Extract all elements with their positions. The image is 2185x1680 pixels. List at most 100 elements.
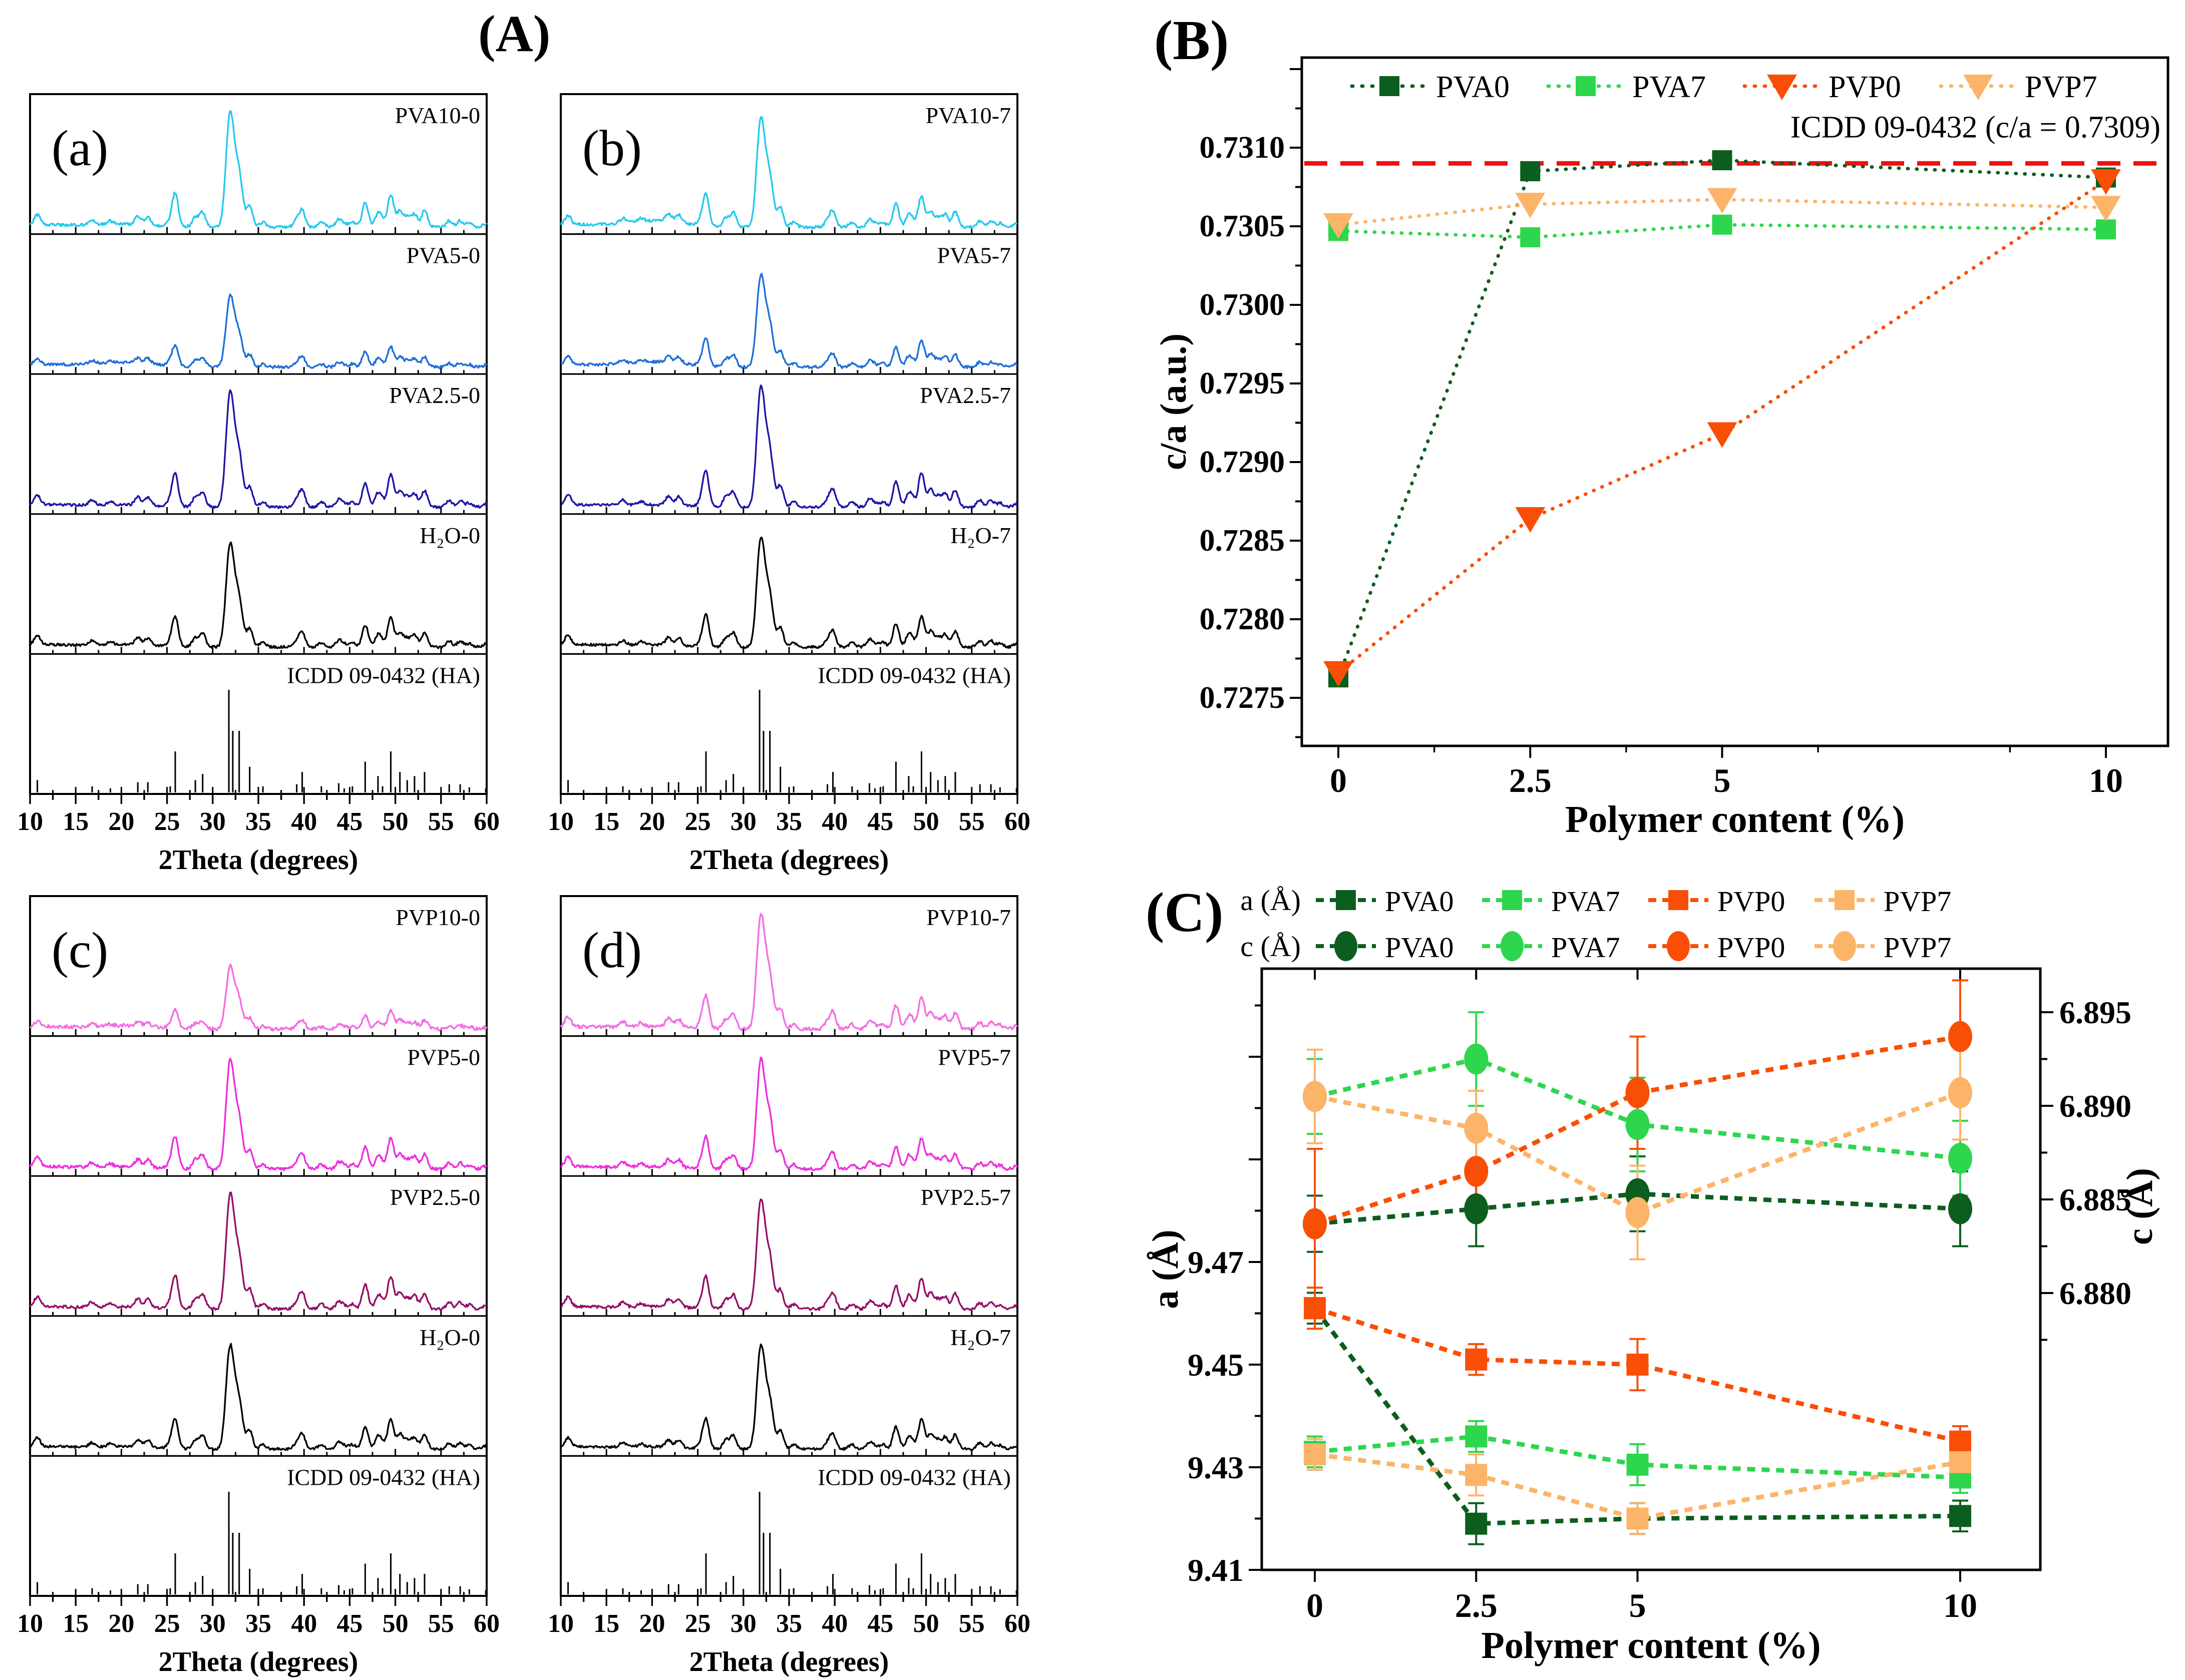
y-right-axis-title: c (Å) bbox=[2119, 1168, 2160, 1245]
data-marker bbox=[1520, 227, 1541, 247]
trace-label: PVA5-0 bbox=[407, 243, 480, 268]
y-left-tick-label: 9.43 bbox=[1188, 1450, 1244, 1485]
panel-c-chart: (C) 9.41 9.43 9.45 9.47 6.880 6.885 6.890 6.895 0… bbox=[1145, 882, 2160, 1666]
data-marker bbox=[1515, 507, 1546, 533]
x-tick-label: 15 bbox=[63, 1609, 89, 1638]
y-tick-label: 0.7290 bbox=[1200, 445, 1285, 479]
legend-marker bbox=[1767, 75, 1797, 100]
x-tick-label: 0 bbox=[1306, 1586, 1323, 1624]
legend-prefix: c (Å) bbox=[1240, 930, 1301, 963]
x-tick-label: 25 bbox=[685, 1609, 711, 1638]
legend-marker bbox=[1379, 76, 1399, 96]
reference-annotation: ICDD 09-0432 (c/a = 0.7309) bbox=[1790, 110, 2160, 144]
xrd-trace bbox=[560, 273, 1018, 369]
series-line bbox=[1336, 198, 2108, 227]
trace-label: PVP5-7 bbox=[938, 1045, 1011, 1070]
legend-label: PVA0 bbox=[1436, 70, 1510, 104]
icdd-label: ICDD 09-0432 (HA) bbox=[287, 662, 480, 688]
data-marker bbox=[1303, 1081, 1327, 1112]
xrd-trace bbox=[560, 1198, 1018, 1311]
series-line bbox=[1314, 1056, 1961, 1161]
xrd-subpanel-c: PVP10-0 PVP5-0 PVP2.5-0 H₂O-0 ICDD 09-0432 (… bbox=[17, 895, 500, 1677]
x-tick-label: 20 bbox=[108, 807, 134, 836]
x-tick-label: 45 bbox=[336, 1609, 362, 1638]
x-tick-label: 5 bbox=[1629, 1586, 1646, 1624]
data-marker bbox=[1625, 1197, 1650, 1228]
icdd-label: ICDD 09-0432 (HA) bbox=[818, 662, 1011, 688]
data-marker bbox=[2091, 196, 2121, 222]
axis-box bbox=[29, 895, 488, 1597]
legend-marker bbox=[1502, 890, 1522, 910]
trace-label: H₂O-7 bbox=[950, 523, 1011, 548]
data-marker bbox=[1712, 214, 1732, 235]
subpanel-letter: (d) bbox=[582, 922, 642, 979]
trace-label: PVP2.5-0 bbox=[390, 1184, 480, 1210]
x-tick-label: 55 bbox=[428, 807, 454, 836]
data-marker bbox=[1323, 661, 1353, 687]
y-left-tick-label: 9.41 bbox=[1188, 1552, 1244, 1588]
xrd-subpanel-b: PVA10-7 PVA5-7 PVA2.5-7 H₂O-7 ICDD 09-0432 (… bbox=[548, 93, 1030, 876]
trace-label: PVA2.5-0 bbox=[389, 382, 480, 408]
xrd-trace bbox=[560, 1343, 1018, 1451]
data-marker bbox=[1626, 1354, 1649, 1376]
data-marker bbox=[1515, 193, 1546, 219]
panel-c-label: (C) bbox=[1146, 882, 1223, 944]
x-tick-label: 40 bbox=[291, 1609, 317, 1638]
icdd-label: ICDD 09-0432 (HA) bbox=[287, 1464, 480, 1490]
xrd-trace bbox=[560, 116, 1018, 229]
legend-marker bbox=[1667, 931, 1690, 961]
data-marker bbox=[1464, 1193, 1489, 1224]
trace-label: PVA2.5-7 bbox=[920, 382, 1011, 408]
legend-marker bbox=[1835, 890, 1855, 910]
x-tick-label: 10 bbox=[548, 1609, 574, 1638]
trace-label: H₂O-7 bbox=[950, 1325, 1011, 1350]
trace-label: PVP10-0 bbox=[396, 905, 480, 930]
xrd-trace bbox=[29, 1057, 488, 1171]
data-marker bbox=[1465, 1348, 1488, 1371]
x-tick-label: 40 bbox=[822, 807, 848, 836]
y-tick-label: 0.7300 bbox=[1200, 288, 1285, 322]
x-tick-label: 60 bbox=[1004, 1609, 1030, 1638]
x-axis-title: 2Theta (degrees) bbox=[159, 845, 358, 876]
xrd-subpanel-d: PVP10-7 PVP5-7 PVP2.5-7 H₂O-7 ICDD 09-0432 (… bbox=[548, 895, 1030, 1677]
legend-marker bbox=[1668, 890, 1688, 910]
subpanel-letter: (b) bbox=[582, 120, 642, 177]
xrd-trace bbox=[29, 964, 488, 1032]
trace-label: H₂O-0 bbox=[420, 523, 480, 548]
x-axis-title: 2Theta (degrees) bbox=[159, 1646, 358, 1677]
legend-label: PVA0 bbox=[1385, 885, 1454, 918]
y-tick-label: 0.7295 bbox=[1200, 366, 1285, 400]
xrd-trace bbox=[29, 1343, 488, 1451]
data-marker bbox=[1464, 1043, 1489, 1075]
data-marker bbox=[1707, 422, 1737, 448]
x-tick-label: 35 bbox=[776, 1609, 802, 1638]
data-marker bbox=[2091, 169, 2121, 195]
data-marker bbox=[1465, 1512, 1488, 1535]
trace-label: PVA5-7 bbox=[937, 243, 1011, 268]
legend-label: PVA7 bbox=[1551, 931, 1620, 964]
x-tick-label: 10 bbox=[1943, 1586, 1977, 1624]
xrd-trace bbox=[560, 913, 1018, 1032]
trace-label: PVP10-7 bbox=[926, 905, 1011, 930]
data-marker bbox=[1949, 1505, 1971, 1527]
y-right-tick-label: 6.890 bbox=[2059, 1088, 2131, 1124]
x-tick-label: 20 bbox=[108, 1609, 134, 1638]
trace-label: PVP2.5-7 bbox=[921, 1184, 1011, 1210]
x-axis-title: 2Theta (degrees) bbox=[689, 845, 889, 876]
series-line bbox=[1314, 1034, 1961, 1226]
x-tick-label: 50 bbox=[913, 1609, 939, 1638]
data-marker bbox=[1948, 1142, 1972, 1174]
panel-a-title: (A) bbox=[478, 5, 551, 63]
xrd-trace bbox=[29, 110, 488, 229]
series-line bbox=[1314, 1191, 1961, 1226]
data-marker bbox=[1464, 1155, 1489, 1187]
x-tick-label: 45 bbox=[867, 1609, 893, 1638]
data-marker bbox=[1948, 1193, 1972, 1224]
data-marker bbox=[1520, 161, 1541, 182]
x-tick-label: 15 bbox=[593, 1609, 619, 1638]
subpanel-letter: (c) bbox=[52, 922, 108, 979]
x-tick-label: 50 bbox=[383, 807, 409, 836]
xrd-trace bbox=[560, 384, 1018, 509]
legend-prefix: a (Å) bbox=[1240, 884, 1301, 917]
y-tick-label: 0.7275 bbox=[1200, 681, 1285, 715]
